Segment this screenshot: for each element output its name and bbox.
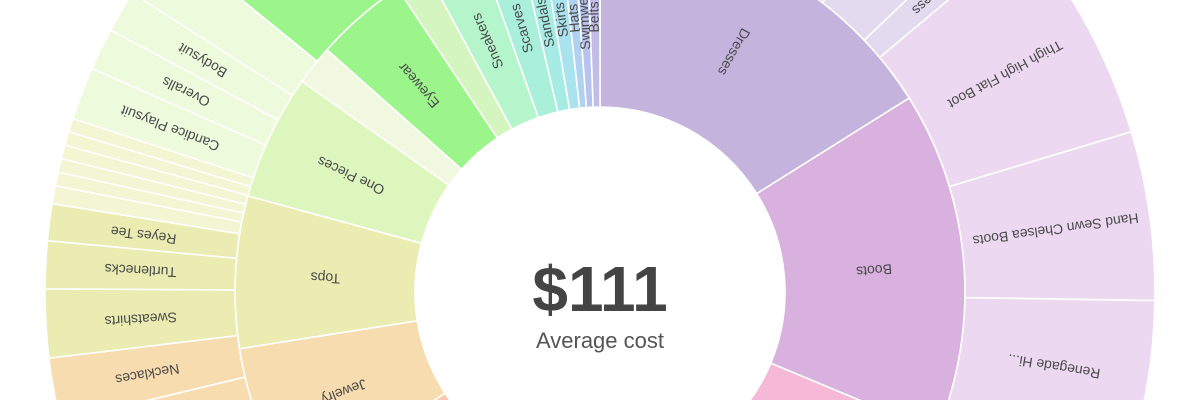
inner-label-hats-14: Hats xyxy=(564,3,583,33)
outer-segment-renegade-hi-7[interactable] xyxy=(947,296,1156,400)
inner-segment-unlabeled-2[interactable] xyxy=(603,362,936,400)
outer-segment-unlabeled-29[interactable] xyxy=(170,0,389,63)
inner-label-belts-16: Belts xyxy=(585,1,602,32)
outer-label-turtlenecks-17: Turtlenecks xyxy=(104,261,177,281)
inner-label-boots-1: Boots xyxy=(856,261,893,280)
inner-label-tops-5: Tops xyxy=(310,269,340,287)
outer-segment-maxi-dress-tan-3[interactable] xyxy=(821,0,1001,42)
inner-label-swimwear-15: Swimwear xyxy=(574,0,594,50)
inner-segment-belts-16[interactable] xyxy=(587,0,601,108)
outer-ring xyxy=(44,0,1156,400)
inner-label-skirts-13: Skirts xyxy=(551,1,572,38)
outer-label-sweatshirts-16: Sweatshirts xyxy=(104,309,177,329)
inner-ring xyxy=(234,0,966,400)
center-value: $111 xyxy=(532,253,667,325)
center-caption: Average cost xyxy=(536,328,664,353)
